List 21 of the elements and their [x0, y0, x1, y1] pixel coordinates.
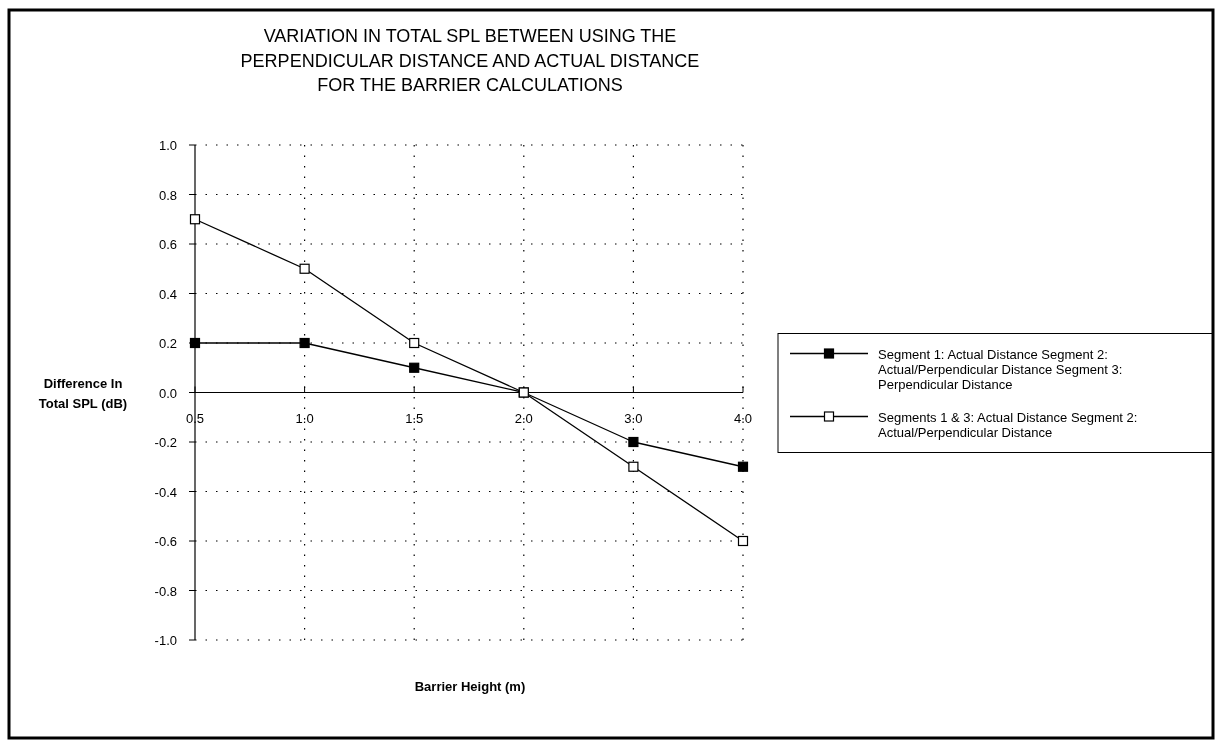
- y-axis-title: Difference In Total SPL (dB): [38, 376, 128, 411]
- y-tick-label: -1.0: [154, 633, 177, 648]
- y-tick-label: -0.4: [154, 484, 177, 500]
- text: Segments 1 & 3: Actual Distance Segment 2: Actual/Perpendicular Distance: [878, 409, 1138, 440]
- x-tick-label: 4.0: [733, 410, 753, 426]
- y-tick-label: 0.6: [158, 237, 177, 252]
- x-tick-label: 1.0: [295, 410, 314, 426]
- y-tick-label: -0.2: [154, 435, 177, 450]
- x-tick-label: 2.0: [514, 410, 533, 426]
- y-tick-label: -0.6: [154, 534, 177, 549]
- y-tick-label: 0.4: [158, 286, 177, 302]
- x-tick-label: 3.0: [624, 410, 643, 426]
- x-tick-label: 1.5: [405, 410, 424, 426]
- y-tick-label: 0.8: [158, 187, 177, 203]
- chart-title: VARIATION IN TOTAL SPL BETWEEN USING THE PERPENDICULAR DISTANCE AND ACTUAL DISTANCE FOR THE BARRIER CALCULATIONS: [240, 26, 700, 95]
- y-tick-label: 0.2: [158, 336, 177, 351]
- x-axis-title: Barrier Height (m): [414, 679, 526, 694]
- y-tick-label: -0.8: [154, 583, 177, 599]
- text: Segment 1: Actual Distance Segment 2: Actual/Perpendicular Distance Segment 3: Perpendicular Distance: [878, 346, 1123, 392]
- y-tick-label: 0.0: [158, 385, 177, 401]
- y-tick-label: 1.0: [158, 138, 177, 153]
